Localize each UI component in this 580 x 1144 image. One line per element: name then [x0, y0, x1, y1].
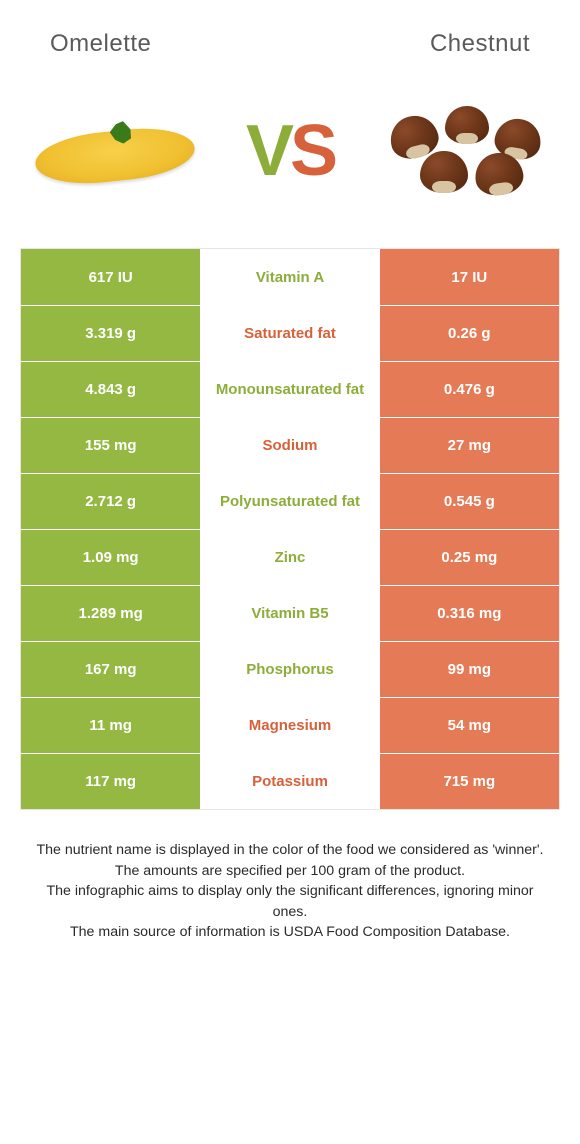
right-value-cell: 0.26 g	[380, 306, 559, 361]
footer-line: The main source of information is USDA F…	[28, 922, 552, 943]
table-row: 1.289 mgVitamin B50.316 mg	[21, 585, 559, 641]
left-value-cell: 167 mg	[21, 642, 200, 697]
footer-line: The amounts are specified per 100 gram o…	[28, 861, 552, 882]
nutrient-label-cell: Zinc	[200, 530, 379, 585]
nutrient-label-cell: Vitamin A	[200, 249, 379, 305]
table-row: 155 mgSodium27 mg	[21, 417, 559, 473]
table-row: 167 mgPhosphorus99 mg	[21, 641, 559, 697]
left-food-image	[30, 91, 200, 211]
omelette-icon	[35, 111, 195, 191]
nutrient-label-cell: Phosphorus	[200, 642, 379, 697]
left-value-cell: 3.319 g	[21, 306, 200, 361]
left-value-cell: 2.712 g	[21, 474, 200, 529]
left-value-cell: 1.289 mg	[21, 586, 200, 641]
nutrient-label-cell: Monounsaturated fat	[200, 362, 379, 417]
right-value-cell: 0.545 g	[380, 474, 559, 529]
right-value-cell: 99 mg	[380, 642, 559, 697]
table-row: 1.09 mgZinc0.25 mg	[21, 529, 559, 585]
left-food-title: Omelette	[50, 30, 151, 58]
table-row: 117 mgPotassium715 mg	[21, 753, 559, 809]
vs-label: V S	[246, 110, 334, 192]
left-value-cell: 4.843 g	[21, 362, 200, 417]
footer-notes: The nutrient name is displayed in the co…	[0, 810, 580, 943]
header-row: Omelette Chestnut	[0, 0, 580, 68]
left-value-cell: 155 mg	[21, 418, 200, 473]
right-value-cell: 17 IU	[380, 249, 559, 305]
vs-letter-v: V	[246, 110, 290, 192]
right-value-cell: 54 mg	[380, 698, 559, 753]
left-value-cell: 1.09 mg	[21, 530, 200, 585]
table-row: 11 mgMagnesium54 mg	[21, 697, 559, 753]
nutrient-label-cell: Polyunsaturated fat	[200, 474, 379, 529]
table-row: 2.712 gPolyunsaturated fat0.545 g	[21, 473, 559, 529]
nutrient-label-cell: Saturated fat	[200, 306, 379, 361]
left-value-cell: 11 mg	[21, 698, 200, 753]
footer-line: The nutrient name is displayed in the co…	[28, 840, 552, 861]
table-row: 617 IUVitamin A17 IU	[21, 249, 559, 305]
vs-letter-s: S	[290, 110, 334, 192]
right-value-cell: 715 mg	[380, 754, 559, 809]
left-value-cell: 117 mg	[21, 754, 200, 809]
right-value-cell: 0.476 g	[380, 362, 559, 417]
table-row: 3.319 gSaturated fat0.26 g	[21, 305, 559, 361]
table-row: 4.843 gMonounsaturated fat0.476 g	[21, 361, 559, 417]
left-value-cell: 617 IU	[21, 249, 200, 305]
images-row: V S	[0, 68, 580, 238]
right-value-cell: 0.25 mg	[380, 530, 559, 585]
nutrient-table: 617 IUVitamin A17 IU3.319 gSaturated fat…	[20, 248, 560, 810]
footer-line: The infographic aims to display only the…	[28, 881, 552, 922]
right-value-cell: 27 mg	[380, 418, 559, 473]
chestnut-icon	[385, 101, 545, 201]
nutrient-label-cell: Magnesium	[200, 698, 379, 753]
nutrient-label-cell: Vitamin B5	[200, 586, 379, 641]
right-value-cell: 0.316 mg	[380, 586, 559, 641]
nutrient-label-cell: Sodium	[200, 418, 379, 473]
nutrient-label-cell: Potassium	[200, 754, 379, 809]
right-food-title: Chestnut	[430, 30, 530, 58]
right-food-image	[380, 91, 550, 211]
